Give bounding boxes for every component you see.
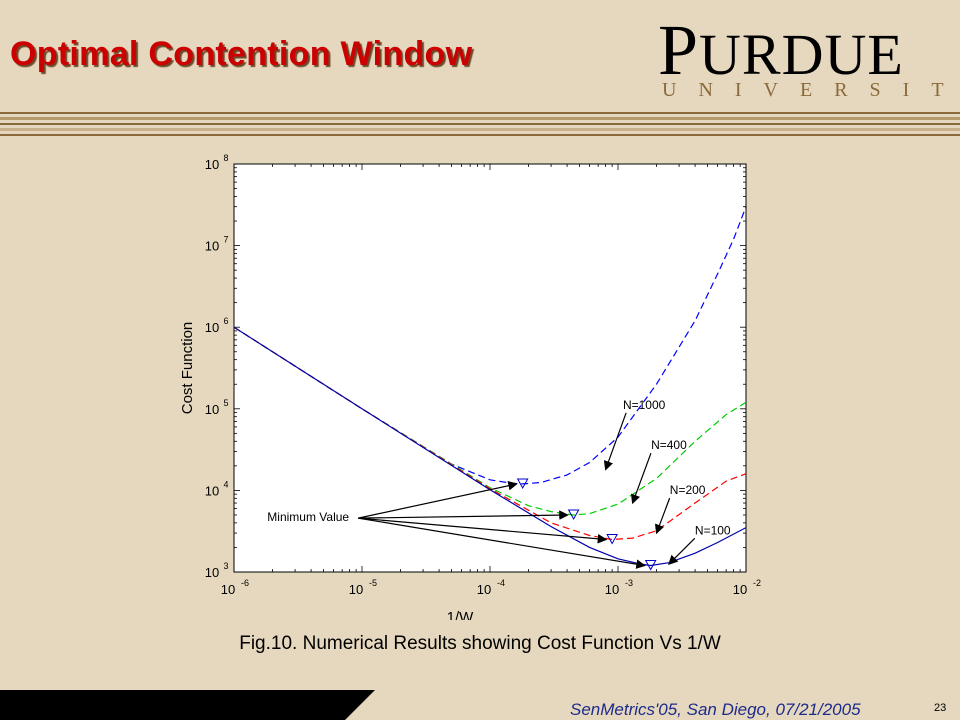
annotation-arrow-n200 [654,497,671,535]
y-tick-label-exponent: 3 [223,561,228,571]
chart-figure: 10 -6 10 -5 10 -4 10 -3 10 -2 10 3 10 4 10 5 10 6 10 7 10 8 1/… [170,150,770,626]
footer-text: SenMetrics'05, San Diego, 07/21/2005 [570,700,861,719]
minimum-marker [644,560,657,571]
series-line-n-200 [234,326,746,541]
series-line-n-100 [234,326,746,567]
header-rule [0,123,960,125]
annotation-label-n100: N=100 [695,523,731,537]
cost-function-chart: 10 -6 10 -5 10 -4 10 -3 10 -2 10 3 10 4 10 5 10 6 10 7 10 8 1/… [179,153,761,626]
y-tick-label-exponent: 4 [223,479,228,489]
footer-bar [0,690,375,720]
y-tick-label-exponent: 6 [223,316,228,326]
annotation-arrow-n400 [630,452,652,505]
minimum-marker [567,509,580,520]
y-tick-label-exponent: 8 [223,153,228,163]
x-tick-label: 10 [221,582,235,597]
x-axis-label: 1/W [447,609,475,620]
header-rule [0,117,960,120]
series-line-n-1000 [234,206,746,485]
y-tick-label: 10 [205,402,219,417]
x-tick-label-exponent: -6 [241,578,249,588]
x-tick-label-exponent: -3 [625,578,633,588]
logo-subtitle: UNIVERSITY [662,79,960,101]
y-tick-label: 10 [205,157,219,172]
header-rule [0,112,960,114]
plot-area [233,163,747,573]
annotation-label-n1000: N=1000 [623,398,666,412]
y-tick-label: 10 [205,320,219,335]
x-tick-label-exponent: -2 [753,578,761,588]
purdue-logo: PURDUE UNIVERSITY [650,5,960,105]
minimum-value-arrow [358,510,569,520]
minimum-marker [516,478,529,489]
annotation-arrow-n1000 [603,412,627,471]
page-number: 23 [934,702,947,714]
series-line-n-400 [234,326,746,516]
minimum-marker [606,534,618,545]
y-tick-label: 10 [205,483,219,498]
annotation-arrow-n100 [668,537,696,565]
y-tick-label: 10 [205,565,219,580]
y-axis-label: Cost Function [179,322,196,415]
x-tick-label: 10 [477,582,491,597]
annotation-label-n200: N=200 [670,483,706,497]
x-tick-label-exponent: -5 [369,578,377,588]
y-tick-label-exponent: 5 [223,398,228,408]
figure-caption: Fig.10. Numerical Results showing Cost F… [239,633,721,654]
y-tick-label: 10 [205,239,219,254]
x-tick-label: 10 [605,582,619,597]
x-tick-label: 10 [733,582,747,597]
minimum-value-arrow [358,517,608,544]
header-rule [0,134,960,136]
x-tick-label: 10 [349,582,363,597]
logo-wordmark: PURDUE [658,10,904,90]
minimum-value-arrow [358,481,518,519]
header-rule [0,128,960,131]
y-tick-label-exponent: 7 [223,235,228,245]
minimum-value-arrow [358,517,646,569]
x-tick-label-exponent: -4 [497,578,505,588]
minimum-value-label: Minimum Value [267,510,349,524]
annotation-label-n400: N=400 [651,438,687,452]
slide-title: Optimal Contention Window [10,35,473,73]
